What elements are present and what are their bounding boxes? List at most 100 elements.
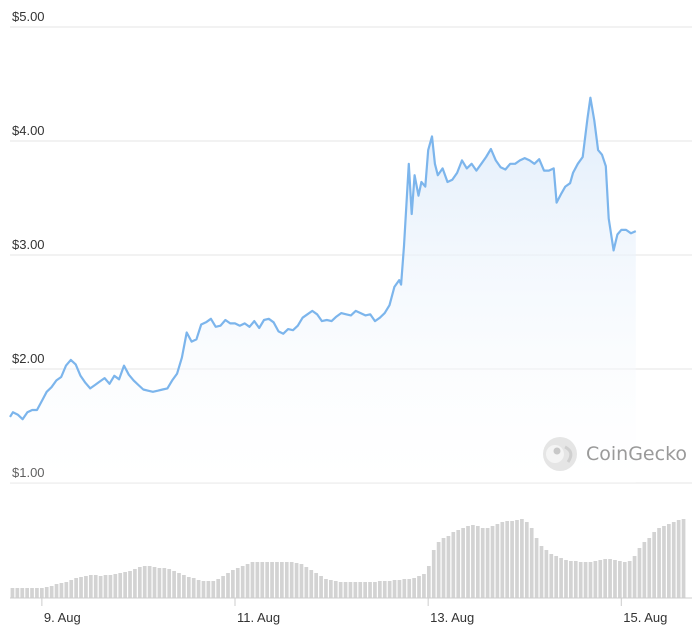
volume-bar: [471, 525, 475, 598]
volume-bar: [373, 582, 377, 598]
volume-bar: [417, 576, 421, 598]
volume-bar: [441, 538, 446, 598]
volume-bar: [618, 561, 622, 598]
volume-bar: [480, 528, 485, 598]
volume-bar: [226, 573, 230, 598]
volume-bar: [64, 582, 69, 598]
volume-bar: [280, 562, 284, 598]
volume-bar: [69, 580, 74, 598]
x-tick-label: 15. Aug: [623, 610, 667, 625]
volume-bar: [108, 575, 113, 598]
volume-bar: [510, 521, 514, 598]
volume-bar: [142, 566, 147, 598]
volume-bar: [627, 561, 632, 598]
volume-bar: [191, 578, 196, 598]
volume-bar: [338, 582, 343, 598]
volume-bar: [578, 562, 583, 598]
volume-bar: [211, 581, 216, 598]
volume-bar: [657, 528, 661, 598]
volume-bar: [524, 522, 529, 598]
volume-bar: [431, 550, 436, 598]
volume-bar: [137, 567, 142, 598]
volume-bar: [662, 526, 666, 598]
volume-bar: [133, 569, 137, 598]
volume-bar: [157, 568, 162, 598]
volume-bar: [598, 560, 603, 598]
volume-bar: [84, 576, 88, 598]
volume-bar: [681, 519, 686, 598]
volume-bar: [329, 580, 333, 598]
volume-bar: [30, 588, 34, 598]
volume-bar: [265, 562, 270, 598]
volume-bar: [520, 519, 524, 598]
volume-bar: [534, 538, 539, 598]
volume-bar: [422, 574, 426, 598]
volume-bar: [637, 548, 642, 598]
volume-bar: [44, 587, 49, 598]
volume-bar: [451, 532, 456, 598]
volume-bar: [333, 581, 338, 598]
volume-bar: [554, 556, 559, 598]
volume-bar: [319, 576, 323, 598]
gecko-logo-face: [546, 445, 564, 463]
volume-bar: [235, 568, 240, 598]
volume-bar: [622, 562, 627, 598]
volume-bar: [368, 582, 372, 598]
volume-bar: [485, 528, 490, 598]
volume-bar: [397, 580, 402, 598]
volume-bar: [671, 522, 676, 598]
volume-bar: [314, 573, 319, 598]
volume-bar: [113, 574, 118, 598]
price-area: [10, 97, 636, 483]
volume-bar: [475, 526, 480, 598]
volume-bar: [201, 581, 206, 598]
gecko-logo-detail: [564, 445, 573, 463]
watermark-text: CoinGecko: [586, 443, 687, 465]
volume-bar: [353, 582, 358, 598]
volume-bar: [245, 564, 250, 598]
volume-bar: [436, 542, 441, 598]
volume-bar: [49, 586, 54, 598]
volume-bar: [299, 564, 304, 598]
volume-bar: [647, 538, 652, 598]
volume-bar: [426, 566, 431, 598]
volume-bar: [196, 580, 201, 598]
volume-bar: [88, 575, 93, 598]
volume-bar: [466, 526, 470, 598]
volume-bar: [74, 578, 78, 598]
volume-bar: [593, 561, 598, 598]
volume-bar: [59, 583, 64, 598]
volume-bar: [275, 562, 279, 598]
volume-bar: [569, 561, 573, 598]
volume-bar: [588, 562, 593, 598]
volume-bar: [564, 560, 568, 598]
volume-bar: [98, 576, 103, 598]
volume-bar: [54, 584, 59, 598]
volume-bar: [407, 579, 412, 598]
volume-bar: [613, 560, 617, 598]
price-line: [9, 96, 637, 421]
volume-bar: [240, 566, 245, 598]
volume-bar: [392, 580, 397, 598]
y-tick-label: $3.00: [12, 237, 45, 252]
volume-bars: [10, 519, 686, 598]
volume-bar: [667, 524, 671, 598]
volume-bar: [35, 588, 39, 598]
volume-bar: [216, 579, 221, 598]
volume-bar: [490, 526, 495, 598]
volume-bar: [152, 567, 157, 598]
volume-bar: [500, 522, 505, 598]
volume-bar: [172, 571, 176, 598]
volume-bar: [387, 581, 392, 598]
volume-bar: [260, 562, 265, 598]
volume-bar: [182, 575, 186, 598]
volume-bar: [39, 588, 44, 598]
volume-bar: [377, 581, 382, 598]
volume-bar: [603, 559, 608, 598]
volume-bar: [118, 573, 123, 598]
volume-bar: [177, 573, 181, 598]
volume-bar: [128, 571, 132, 598]
volume-bar: [284, 562, 289, 598]
volume-bar: [642, 542, 647, 598]
